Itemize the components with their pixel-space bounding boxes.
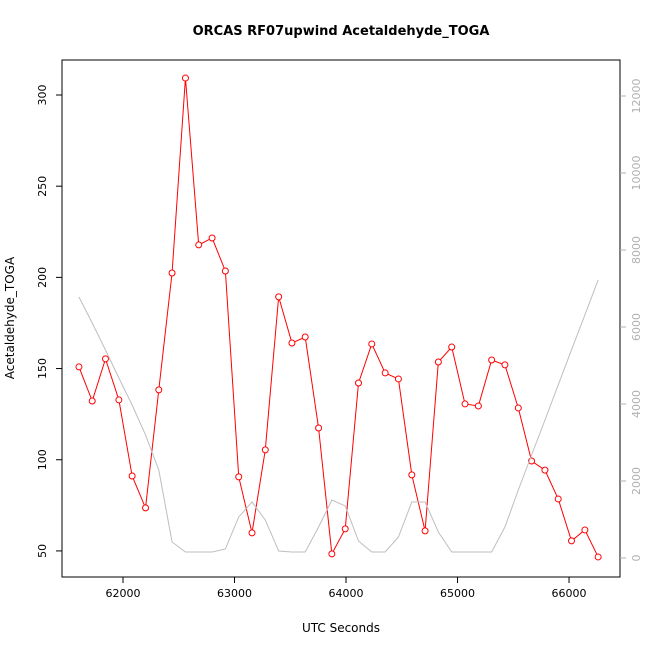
point — [355, 379, 363, 387]
x-tick-label: 66000 — [552, 587, 587, 600]
y2-tick-label: 8000 — [630, 236, 643, 264]
point — [248, 529, 256, 537]
point — [261, 446, 269, 454]
y2-tick-label: 2000 — [630, 467, 643, 495]
point — [408, 471, 416, 479]
point — [181, 74, 189, 82]
point — [128, 472, 136, 480]
x-tick-label: 63000 — [217, 587, 252, 600]
y-tick-label: 100 — [36, 449, 49, 470]
plot-box — [61, 59, 621, 578]
point — [381, 369, 389, 377]
point — [101, 355, 109, 363]
point — [421, 527, 429, 535]
y2-tick-label: 6000 — [630, 313, 643, 341]
x-axis-label: UTC Seconds — [302, 621, 380, 635]
point — [88, 397, 96, 405]
point — [567, 537, 575, 545]
point — [75, 363, 83, 371]
point — [474, 402, 482, 410]
point — [461, 400, 469, 408]
y-tick-label: 250 — [36, 176, 49, 197]
point — [208, 234, 216, 242]
point — [581, 526, 589, 534]
y2-tick-label: 4000 — [630, 390, 643, 418]
point — [155, 386, 163, 394]
point — [594, 553, 602, 561]
point — [142, 504, 150, 512]
point — [368, 340, 376, 348]
point — [514, 404, 522, 412]
point — [168, 269, 176, 277]
y-axis-label: Acetaldehyde_TOGA — [3, 256, 17, 379]
x-tick-label: 62000 — [105, 587, 140, 600]
point — [315, 424, 323, 432]
point — [434, 358, 442, 366]
point — [554, 495, 562, 503]
point — [221, 267, 229, 275]
point — [501, 361, 509, 369]
point — [341, 525, 349, 533]
series-line — [78, 279, 599, 553]
x-tick-label: 65000 — [440, 587, 475, 600]
y-tick-label: 150 — [36, 358, 49, 379]
point — [448, 343, 456, 351]
point — [488, 356, 496, 364]
point — [301, 333, 309, 341]
point — [328, 550, 336, 558]
y2-tick-label: 0 — [630, 554, 643, 561]
y-tick-label: 200 — [36, 267, 49, 288]
chart-title: ORCAS RF07upwind Acetaldehyde_TOGA — [193, 24, 490, 39]
y-tick-label: 50 — [36, 544, 49, 558]
point — [541, 466, 549, 474]
point — [275, 293, 283, 301]
point — [115, 396, 123, 404]
y2-tick-label: 12000 — [630, 78, 643, 113]
y2-tick-label: 10000 — [630, 155, 643, 190]
point — [288, 339, 296, 347]
series-line — [78, 78, 599, 558]
point — [195, 241, 203, 249]
y-tick-label: 300 — [36, 85, 49, 106]
point — [394, 375, 402, 383]
point — [235, 473, 243, 481]
x-tick-label: 64000 — [329, 587, 364, 600]
